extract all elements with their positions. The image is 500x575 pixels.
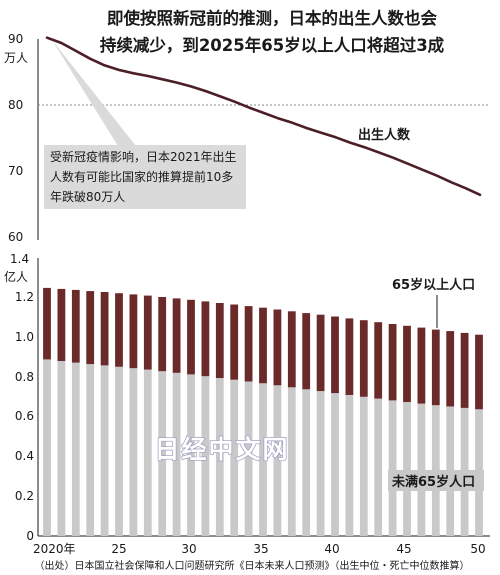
bar-under65-2043 (374, 398, 383, 536)
bar-under65-2030 (187, 374, 195, 536)
chart-title-line-2: 持续减少，到2025年65岁以上人口将超过3成 (100, 35, 445, 55)
bar-under65-2034 (244, 381, 253, 536)
x-tick-45: 45 (396, 542, 411, 556)
line-y-tick-80: 80 (8, 98, 23, 112)
bar-under65-2036 (273, 385, 282, 536)
bar-y-tick-0-6: 0.6 (15, 409, 34, 423)
bar-under65-2046 (417, 403, 426, 536)
bar-65plus-2027 (143, 295, 152, 370)
bar-65plus-2028 (158, 297, 167, 372)
bar-65plus-2026 (129, 294, 138, 369)
annotation-line-1: 受新冠疫情影响，日本2021年出生 (50, 149, 237, 164)
bar-under65-2025 (115, 366, 123, 536)
x-tick-40: 40 (324, 542, 339, 556)
bar-65plus-2042 (359, 320, 368, 397)
bar-under65-2021 (57, 360, 66, 536)
bar-y-tick-1-0: 1.0 (15, 330, 34, 344)
bar-under65-2027 (143, 369, 152, 536)
annotation-box (44, 145, 246, 209)
x-tick-2020: 2020年 (33, 542, 76, 556)
x-tick-35: 35 (253, 542, 268, 556)
bar-series (43, 287, 483, 536)
bar-under65-2020 (43, 359, 51, 536)
bar-65plus-2041 (345, 318, 354, 395)
bar-y-tick-0-8: 0.8 (15, 370, 34, 384)
bar-65plus-2050 (475, 334, 483, 410)
bar-65plus-2031 (201, 301, 210, 377)
bar-65plus-2029 (172, 298, 181, 373)
births-series-label: 出生人数 (358, 127, 411, 143)
bar-under65-2044 (388, 400, 397, 536)
bar-under65-2033 (230, 379, 239, 536)
line-y-tick-70: 70 (8, 164, 23, 178)
bar-under65-2028 (158, 371, 167, 536)
bar-under65-2029 (172, 372, 181, 536)
bar-under65-2041 (345, 395, 354, 536)
bar-65plus-2035 (259, 307, 267, 384)
bar-65plus-2023 (86, 291, 95, 365)
bar-65plus-2037 (287, 311, 296, 388)
line-y-tick-60: 60 (8, 230, 23, 244)
bar-65plus-2024 (100, 292, 109, 366)
bar-65plus-2030 (187, 299, 195, 375)
bar-y-tick-0-2: 0.2 (15, 489, 34, 503)
younger-label-background (388, 470, 484, 491)
bar-65plus-2043 (374, 322, 383, 399)
annotation-pointer (52, 40, 136, 146)
line-unit-value: 90 (8, 32, 23, 46)
bar-65plus-2040 (331, 316, 339, 394)
bar-65plus-2038 (302, 313, 311, 390)
bar-65plus-2047 (431, 329, 440, 406)
bar-under65-2022 (71, 362, 80, 536)
bar-65plus-2021 (57, 288, 66, 361)
elderly-series-label: 65岁以上人口 (392, 277, 475, 293)
annotation-line-3: 年跌破80万人 (50, 189, 125, 204)
line-unit-label: 万人 (4, 51, 28, 65)
bar-65plus-2032 (215, 303, 224, 378)
x-tick-25: 25 (111, 542, 126, 556)
bar-65plus-2036 (273, 309, 282, 386)
younger-series-label: 未满65岁人口 (391, 474, 475, 490)
bar-65plus-2034 (244, 306, 253, 382)
source-note: （出处）日本国立社会保障和人口问题研究所《日本未来人口预测》（出生中位・死亡中位… (35, 559, 470, 572)
bar-65plus-2033 (230, 304, 239, 380)
bar-65plus-2025 (115, 293, 123, 367)
bar-under65-2023 (86, 364, 95, 536)
bar-65plus-2039 (316, 314, 325, 392)
bar-y-tick-0-4: 0.4 (15, 449, 34, 463)
bar-under65-2042 (359, 396, 368, 536)
bar-under65-2024 (100, 365, 109, 536)
bar-65plus-2044 (388, 324, 397, 401)
bar-y-tick-0: 0 (26, 529, 34, 543)
x-tick-50: 50 (470, 542, 485, 556)
bar-65plus-2020 (43, 287, 51, 360)
bar-65plus-2022 (71, 289, 80, 363)
bar-unit-value: 1.4 (10, 252, 29, 266)
bar-under65-2040 (331, 393, 339, 536)
births-series-line (45, 36, 482, 197)
bar-under65-2031 (201, 376, 210, 536)
births-line-chart: 90 万人 80 70 60 受新冠疫情影响，日本2021年出生 人数有可能比国… (4, 32, 490, 244)
bar-under65-2035 (259, 383, 267, 536)
bar-under65-2037 (287, 387, 296, 536)
bar-65plus-2045 (403, 325, 411, 402)
bar-65plus-2048 (446, 331, 455, 407)
bar-under65-2026 (129, 368, 138, 536)
bar-y-tick-1-2: 1.2 (15, 290, 34, 304)
bar-under65-2039 (316, 391, 325, 536)
bar-under65-2045 (403, 402, 411, 536)
bar-unit-label: 亿人 (4, 269, 28, 284)
watermark-logo: 日经中文网 (154, 435, 289, 464)
bar-65plus-2049 (460, 332, 469, 408)
chart-title-line-1: 即使按照新冠前的推测，日本的出生人数也会 (107, 8, 438, 28)
bar-65plus-2046 (417, 327, 426, 404)
bar-under65-2038 (302, 389, 311, 536)
x-tick-30: 30 (181, 542, 196, 556)
annotation-line-2: 人数有可能比国家的推算提前10多 (50, 169, 233, 184)
population-bar-chart: 1.4 亿人 1.2 1.0 0.8 0.6 0.4 0.2 0 65岁以上人口… (4, 252, 490, 556)
bar-under65-2032 (215, 378, 224, 536)
